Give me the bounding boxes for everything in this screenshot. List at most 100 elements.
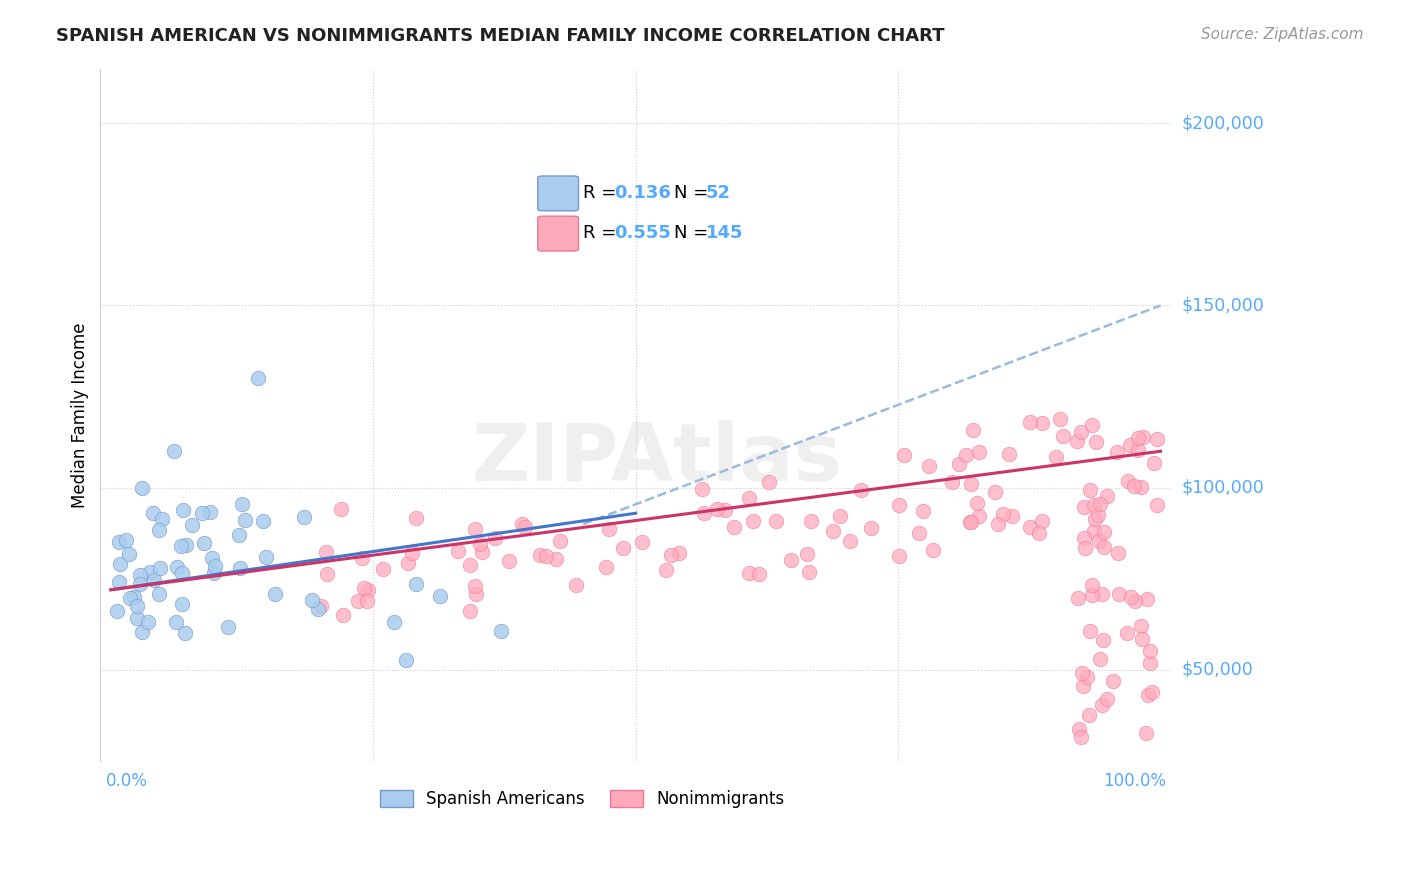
Point (723, 520, 745, 534)
Point (1083, 524, 1105, 538)
Point (918, 458, 941, 473)
Point (128, 576, 150, 591)
Point (489, 624, 512, 638)
Point (231, 497, 253, 511)
Point (395, 653, 418, 667)
Point (1081, 578, 1104, 592)
Point (464, 522, 486, 536)
Point (357, 582, 380, 597)
Point (1088, 497, 1111, 511)
Point (1031, 514, 1053, 528)
Point (962, 423, 984, 437)
Text: N =: N = (675, 184, 714, 202)
Point (1081, 588, 1104, 602)
Point (887, 549, 910, 563)
Point (515, 519, 537, 533)
Text: 0.555: 0.555 (614, 224, 671, 242)
Text: 100.0%: 100.0% (1102, 772, 1166, 790)
Text: R =: R = (583, 224, 623, 242)
Point (356, 594, 378, 608)
FancyBboxPatch shape (537, 176, 578, 211)
Point (332, 608, 354, 623)
Point (765, 514, 787, 528)
Text: Source: ZipAtlas.com: Source: ZipAtlas.com (1201, 27, 1364, 42)
Point (1019, 520, 1042, 534)
Point (536, 549, 558, 563)
Point (1135, 725, 1157, 739)
Point (987, 517, 1010, 532)
Point (346, 594, 368, 608)
Point (1066, 434, 1088, 448)
Point (148, 587, 170, 601)
Point (174, 626, 197, 640)
Point (1085, 435, 1108, 450)
Point (510, 516, 533, 531)
Text: N =: N = (675, 224, 714, 242)
Point (548, 534, 571, 549)
Point (1135, 591, 1157, 606)
Text: $150,000: $150,000 (1181, 296, 1264, 315)
Point (401, 546, 423, 560)
Point (1136, 688, 1159, 702)
Point (228, 528, 250, 542)
Point (204, 559, 226, 574)
Point (1129, 480, 1152, 494)
Point (128, 568, 150, 582)
Point (959, 515, 981, 529)
Point (108, 535, 131, 549)
Point (143, 573, 166, 587)
Text: ZIPAtlas: ZIPAtlas (471, 419, 842, 498)
Point (1105, 445, 1128, 459)
Point (960, 515, 983, 529)
Point (922, 543, 945, 558)
Point (309, 599, 332, 613)
Point (738, 491, 761, 505)
Point (105, 605, 128, 619)
Point (1132, 430, 1154, 444)
Point (598, 522, 620, 536)
Point (1067, 591, 1090, 605)
Point (1146, 498, 1168, 512)
Point (799, 565, 821, 579)
Point (1090, 698, 1112, 712)
Point (659, 548, 682, 562)
Point (174, 538, 197, 552)
Point (464, 578, 486, 592)
Point (246, 371, 269, 385)
Point (371, 562, 394, 576)
Point (612, 541, 634, 556)
Point (993, 508, 1015, 522)
Point (1080, 483, 1102, 497)
Point (1078, 624, 1101, 638)
Point (1139, 657, 1161, 671)
Point (1052, 429, 1074, 443)
Point (254, 550, 277, 565)
Point (170, 540, 193, 554)
Point (595, 559, 617, 574)
Point (1073, 531, 1095, 545)
Point (118, 547, 141, 561)
Point (748, 567, 770, 582)
Point (353, 581, 375, 595)
Point (405, 577, 427, 591)
Point (165, 615, 187, 629)
Point (1130, 632, 1153, 646)
Point (955, 449, 977, 463)
Point (565, 578, 588, 592)
Point (1123, 594, 1146, 608)
Point (693, 506, 716, 520)
Point (200, 505, 222, 519)
Point (163, 444, 186, 458)
Point (460, 558, 482, 572)
Point (405, 510, 427, 524)
Point (148, 523, 170, 537)
Point (125, 611, 148, 625)
Point (838, 534, 860, 549)
Point (1115, 626, 1137, 640)
Point (122, 591, 145, 605)
Point (960, 476, 983, 491)
Point (292, 510, 315, 524)
Point (429, 589, 451, 603)
Point (1001, 509, 1024, 524)
Point (142, 506, 165, 520)
